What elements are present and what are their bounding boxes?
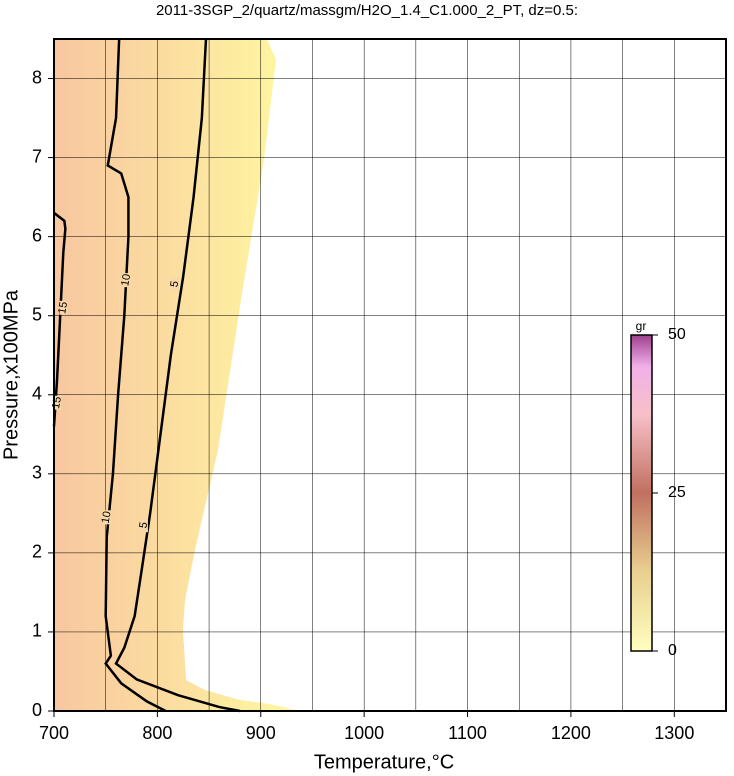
colorbar-tick-label: 0 (668, 642, 677, 659)
x-tick-label: 1300 (654, 723, 694, 743)
x-tick-label: 1100 (448, 723, 487, 743)
contour-label-bg (122, 273, 131, 288)
colorbar-tick-label: 25 (668, 484, 686, 501)
colorbar (630, 334, 653, 652)
x-tick-label: 1000 (344, 723, 384, 743)
y-tick-label: 6 (32, 225, 42, 245)
y-tick-label: 5 (32, 304, 42, 324)
y-tick-label: 2 (32, 542, 42, 562)
contour-label-bg (53, 395, 62, 410)
y-tick-label: 8 (32, 67, 42, 87)
contour-label: 15 (56, 301, 70, 315)
contour-label: 10 (100, 510, 114, 524)
contour-label-bg (102, 510, 111, 525)
y-tick-label: 4 (32, 384, 42, 404)
x-tick-label: 900 (246, 723, 276, 743)
x-axis-label: Temperature,°C (314, 751, 454, 773)
contour-label-bg (170, 277, 179, 292)
y-tick-label: 7 (32, 146, 42, 166)
contour-label: 5 (137, 521, 150, 529)
contour-line (52, 211, 67, 427)
contour-label: 5 (168, 280, 181, 288)
x-tick-label: 700 (39, 723, 69, 743)
x-tick-label: 1200 (551, 723, 591, 743)
colorbar-label: gr (636, 319, 647, 333)
contour-label: 15 (50, 396, 64, 410)
y-axis-label: Pressure,x100MPa (0, 289, 22, 460)
y-tick-label: 3 (32, 463, 42, 483)
contour-line (104, 38, 167, 713)
contour-label-bg (59, 300, 68, 315)
x-tick-label: 800 (142, 723, 172, 743)
plot-frame (53, 38, 727, 712)
contour-label-bg (139, 518, 148, 533)
y-tick-label: 1 (32, 621, 42, 641)
filled-region (54, 39, 300, 711)
chart-title: 2011-3SGP_2/quartz/massgm/H2O_1.4_C1.000… (156, 2, 578, 19)
colorbar-tick-label: 50 (668, 326, 686, 343)
contour-label: 10 (119, 273, 133, 287)
y-tick-label: 0 (32, 700, 42, 720)
contour-line (114, 38, 241, 713)
